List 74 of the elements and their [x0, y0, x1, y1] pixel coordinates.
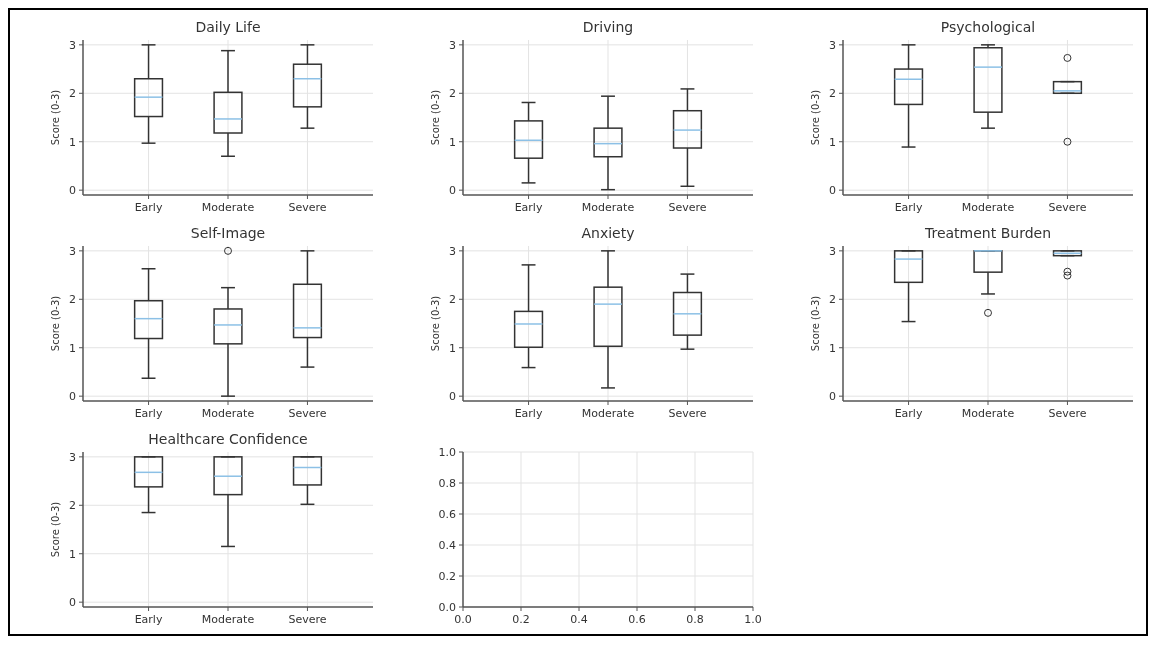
y-tick-label: 0.8 [438, 476, 456, 490]
y-tick-label: 0.2 [438, 569, 456, 583]
y-tick-label: 1 [829, 135, 836, 149]
x-tick-label: Early [134, 201, 163, 214]
y-tick-label: 2 [829, 87, 836, 101]
y-tick-label: 0.4 [438, 538, 456, 552]
x-tick-label: 0.2 [512, 613, 530, 626]
x-tick-label: Moderate [961, 201, 1015, 214]
y-tick-label: 1 [449, 135, 456, 149]
x-tick-label: Early [894, 201, 923, 214]
y-axis-title: Score (0-3) [810, 89, 821, 146]
x-tick-label: Severe [1048, 407, 1087, 420]
y-axis-title: Score (0-3) [810, 295, 821, 352]
x-tick-label: Moderate [201, 407, 255, 420]
chart-title: Daily Life [195, 19, 261, 35]
x-tick-label: Severe [288, 613, 327, 626]
x-tick-label: 0.4 [570, 613, 588, 626]
y-tick-label: 0 [69, 596, 76, 610]
x-tick-label: Early [134, 407, 163, 420]
y-axis-title: Score (0-3) [50, 501, 61, 558]
y-tick-label: 1 [829, 341, 836, 355]
chart-title: Anxiety [581, 225, 635, 241]
x-tick-label: Moderate [961, 407, 1015, 420]
y-tick-label: 1 [69, 547, 76, 561]
y-tick-label: 3 [449, 38, 456, 52]
y-tick-label: 1.0 [438, 445, 456, 459]
y-tick-label: 2 [69, 87, 76, 101]
y-tick-label: 2 [449, 293, 456, 307]
x-tick-label: Early [134, 613, 163, 626]
chart-title: Treatment Burden [923, 225, 1052, 241]
y-tick-label: 0 [69, 390, 76, 404]
x-tick-label: 1.0 [744, 613, 762, 626]
x-tick-label: Moderate [201, 201, 255, 214]
x-tick-label: Severe [1048, 201, 1087, 214]
chart-title: Psychological [940, 19, 1036, 35]
y-axis-title: Score (0-3) [430, 89, 441, 146]
y-tick-label: 0 [449, 184, 456, 198]
y-tick-label: 1 [69, 135, 76, 149]
x-tick-label: 0.6 [628, 613, 646, 626]
y-tick-label: 3 [69, 450, 76, 464]
x-tick-label: Severe [288, 407, 327, 420]
y-tick-label: 0 [69, 184, 76, 198]
x-tick-label: Severe [668, 201, 707, 214]
y-tick-label: 3 [69, 38, 76, 52]
x-tick-label: Moderate [201, 613, 255, 626]
x-tick-label: Early [514, 407, 543, 420]
y-tick-label: 2 [829, 293, 836, 307]
x-tick-label: 0.8 [686, 613, 704, 626]
y-axis-title: Score (0-3) [50, 89, 61, 146]
x-tick-label: Early [514, 201, 543, 214]
x-tick-label: Moderate [581, 407, 635, 420]
y-tick-label: 2 [69, 293, 76, 307]
y-tick-label: 2 [449, 87, 456, 101]
y-tick-label: 3 [829, 244, 836, 258]
chart-title: Healthcare Confidence [148, 431, 308, 447]
chart-title: Driving [582, 19, 634, 35]
x-tick-label: Severe [668, 407, 707, 420]
y-tick-label: 0.0 [438, 600, 456, 614]
x-tick-label: Severe [288, 201, 327, 214]
y-tick-label: 1 [449, 341, 456, 355]
y-tick-label: 0 [829, 184, 836, 198]
y-tick-label: 0 [449, 390, 456, 404]
y-tick-label: 0 [829, 390, 836, 404]
chart-title: Self-Image [190, 225, 266, 241]
y-tick-label: 1 [69, 341, 76, 355]
y-tick-label: 3 [829, 38, 836, 52]
y-axis-title: Score (0-3) [430, 295, 441, 352]
x-tick-label: Early [894, 407, 923, 420]
y-tick-label: 3 [449, 244, 456, 258]
y-tick-label: 0.6 [438, 507, 456, 521]
x-tick-label: Moderate [581, 201, 635, 214]
y-axis-title: Score (0-3) [50, 295, 61, 352]
y-tick-label: 2 [69, 499, 76, 513]
y-tick-label: 3 [69, 244, 76, 258]
